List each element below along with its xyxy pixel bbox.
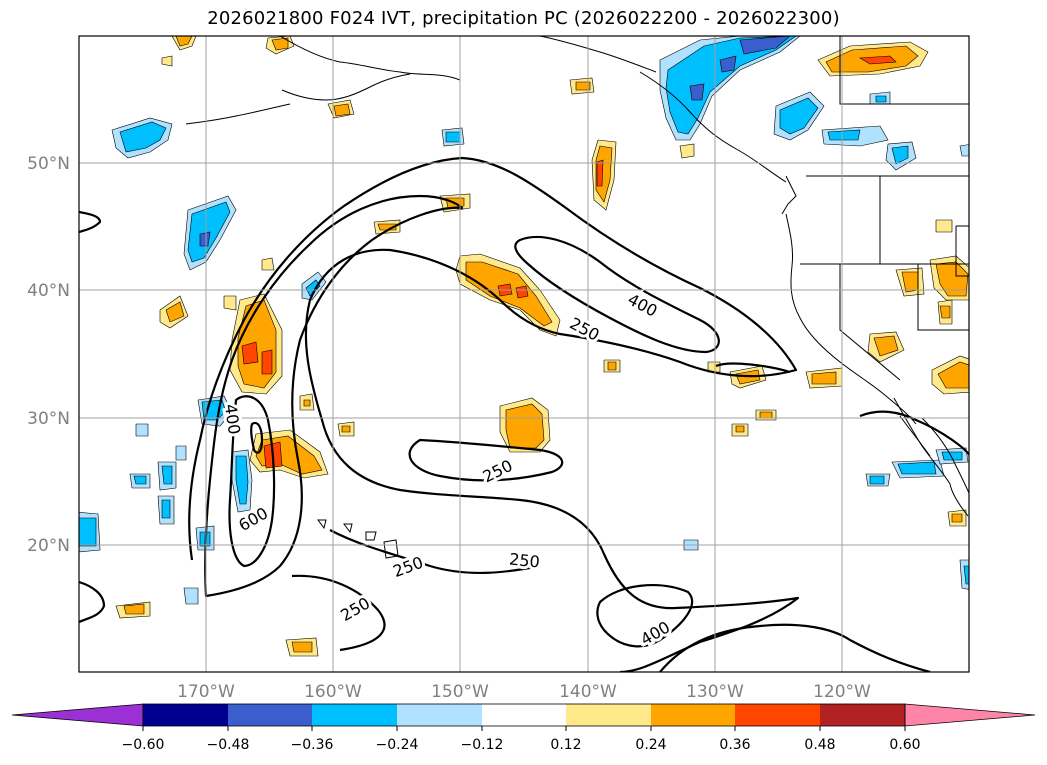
latitude-labels: 50°N 40°N 30°N 20°N <box>27 154 70 556</box>
colorbar-extend-high <box>904 703 1036 727</box>
colorbar-tick-label: 0.24 <box>635 737 666 753</box>
colorbar-tick-label: −0.60 <box>122 737 165 753</box>
precip-positive-shading <box>115 36 969 657</box>
colorbar-segment <box>735 704 820 726</box>
lon-label: 150°W <box>431 682 489 702</box>
colorbar-segment <box>143 704 228 726</box>
contour-label: 250 <box>508 549 540 571</box>
lat-label: 40°N <box>27 281 70 301</box>
colorbar-tick-label: 0.12 <box>550 737 581 753</box>
colorbar-tick-label: −0.36 <box>291 737 334 753</box>
colorbar-tick-label: −0.24 <box>376 737 419 753</box>
longitude-labels: 170°W 160°W 150°W 140°W 130°W 120°W <box>177 682 871 702</box>
lat-label: 20°N <box>27 536 70 556</box>
colorbar-segment <box>820 704 905 726</box>
lon-label: 160°W <box>304 682 362 702</box>
colorbar-segment <box>482 704 566 726</box>
colorbar-tick-label: 0.36 <box>719 737 750 753</box>
colorbar-segment <box>566 704 651 726</box>
colorbar-tick-label: −0.12 <box>461 737 504 753</box>
graticule <box>79 36 969 672</box>
ivt-contours <box>79 156 969 672</box>
coastlines <box>185 36 969 559</box>
colorbar-tick-label: −0.48 <box>207 737 250 753</box>
chart-title: 2026021800 F024 IVT, precipitation PC (2… <box>207 8 840 29</box>
colorbar-outline <box>142 703 906 727</box>
colorbar-tick-label: 0.60 <box>889 737 920 753</box>
lat-label: 50°N <box>27 154 70 174</box>
colorbar-segment <box>312 704 397 726</box>
colorbar-ticks <box>142 726 906 731</box>
map-frame <box>78 35 970 673</box>
colorbar: −0.60 −0.48 −0.36 −0.24 −0.12 0.12 0.24 … <box>11 703 1036 753</box>
colorbar-segment <box>397 704 482 726</box>
lon-label: 140°W <box>559 682 617 702</box>
colorbar-tick-label: 0.48 <box>804 737 835 753</box>
colorbar-extend-low <box>11 703 144 727</box>
lon-label: 130°W <box>686 682 744 702</box>
colorbar-segment <box>651 704 735 726</box>
colorbar-segment <box>228 704 312 726</box>
lon-label: 170°W <box>177 682 235 702</box>
lat-label: 30°N <box>27 409 70 429</box>
lon-label: 120°W <box>813 682 871 702</box>
